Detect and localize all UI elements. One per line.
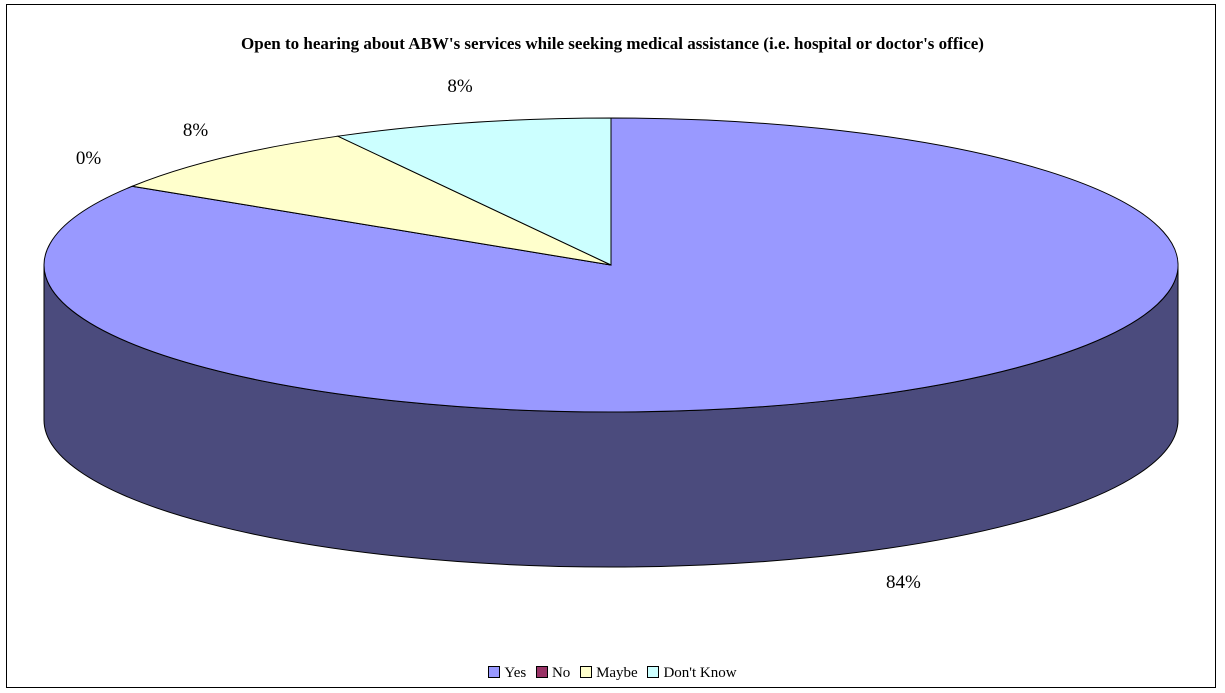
data-label-no: 0% (76, 148, 102, 169)
legend-item-no: No (535, 665, 571, 682)
legend-item-yes: Yes (488, 665, 526, 682)
legend-swatch-maybe (580, 666, 593, 678)
legend: Yes No Maybe Don't Know (0, 665, 1225, 682)
legend-swatch-yes (488, 666, 501, 678)
legend-label-maybe: Maybe (596, 665, 638, 681)
data-label-maybe: 8% (183, 120, 209, 141)
data-label-don-t-know: 8% (447, 76, 473, 97)
pie-slice-maybe (130, 135, 612, 266)
legend-swatch-no (535, 666, 548, 678)
chart-title: Open to hearing about ABW's services whi… (241, 34, 984, 53)
data-label-yes: 84% (886, 572, 921, 593)
legend-item-maybe: Maybe (580, 665, 638, 682)
legend-item-dont-know: Don't Know (647, 665, 737, 682)
legend-label-dont-know: Don't Know (663, 665, 737, 681)
legend-label-yes: Yes (504, 665, 527, 681)
legend-label-no: No (551, 665, 571, 681)
legend-swatch-dont-know (647, 666, 660, 678)
pie-slice-don-t-know (336, 117, 612, 266)
